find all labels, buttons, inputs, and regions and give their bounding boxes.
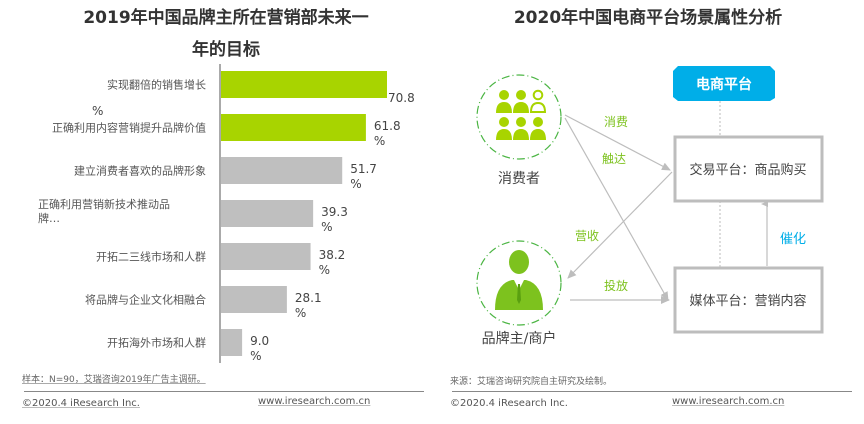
- place-label: 投放: [604, 278, 628, 293]
- category-label-2: 正确利用内容营销提升品牌价值: [52, 121, 206, 135]
- platform-header-label: 电商平台: [696, 76, 752, 93]
- right-panel: 2020年中国电商平台场景属性分析 电商平台 交易平台：商品购买 媒体平台：营销…: [432, 0, 864, 424]
- value-label-4: 39.3%: [321, 205, 348, 234]
- bar-7: [221, 329, 243, 356]
- value-label-2: 61.8%: [374, 119, 401, 148]
- consumer-node: 消费者: [476, 74, 562, 187]
- bar-1: [221, 71, 387, 98]
- category-label-5: 开拓二三线市场和人群: [96, 250, 206, 264]
- left-panel: 2019年中国品牌主所在营销部未来一 年的目标 实现翻倍的销售增长 70.8% 正确…: [22, 8, 424, 409]
- people-group-icon: [496, 89, 547, 140]
- media-platform-box: 媒体平台：营销内容: [673, 266, 824, 334]
- businessman-icon: [495, 250, 543, 310]
- category-label-6: 将品牌与企业文化相融合: [85, 293, 206, 307]
- consume-arrow: [564, 114, 671, 171]
- diagram-title: 2020年中国电商平台场景属性分析: [513, 8, 783, 28]
- brand-label: 品牌主/商户: [482, 330, 557, 347]
- revenue-arrow: [567, 171, 673, 279]
- website-link[interactable]: www.iresearch.com.cn: [258, 396, 371, 407]
- category-label-7: 开拓海外市场和人群: [107, 336, 206, 350]
- category-label-3: 建立消费者喜欢的品牌形象: [74, 164, 206, 178]
- category-label-1: 实现翻倍的销售增长: [107, 78, 206, 92]
- source-note: 来源：艾瑞咨询研究院自主研究及绘制。: [450, 377, 613, 387]
- value-label-5: 38.2%: [319, 248, 346, 277]
- bar-4: [221, 200, 314, 227]
- footer-divider: [452, 391, 852, 392]
- platform-header: 电商平台: [673, 66, 775, 101]
- consumer-label: 消费者: [498, 171, 540, 187]
- chart-title-line-1: 2019年中国品牌主所在营销部未来一: [83, 8, 369, 28]
- bar-3: [221, 157, 343, 184]
- media-platform-label: 媒体平台：营销内容: [689, 293, 806, 309]
- bar-5: [221, 243, 311, 270]
- bar-2: [221, 114, 366, 141]
- value-label-6: 28.1%: [295, 291, 322, 320]
- copyright-text: ©2020.4 iResearch Inc.: [450, 398, 568, 409]
- consume-label: 消费: [604, 115, 628, 129]
- footer-divider: [24, 391, 424, 392]
- website-link[interactable]: www.iresearch.com.cn: [672, 396, 785, 407]
- trade-platform-label: 交易平台：商品购买: [689, 162, 806, 178]
- sample-note: 样本：N=90，艾瑞咨询2019年广告主调研。: [22, 375, 206, 385]
- reach-label: 触达: [602, 152, 626, 166]
- value-label-3: 51.7%: [350, 162, 377, 191]
- value-label-7: 9.0%: [250, 334, 269, 363]
- reach-arrow: [564, 117, 669, 301]
- value-label-1: 70.8%: [92, 91, 415, 118]
- bar-6: [221, 286, 287, 313]
- brand-node: 品牌主/商户: [476, 240, 562, 347]
- revenue-label: 营收: [575, 229, 599, 243]
- chart-title-line-2: 年的目标: [192, 40, 260, 60]
- catalyze-label: 催化: [780, 232, 806, 247]
- trade-platform-box: 交易平台：商品购买: [673, 135, 824, 203]
- copyright-text: ©2020.4 iResearch Inc.: [22, 398, 140, 409]
- category-label-4: 正确利用营销新技术推动品牌…: [38, 197, 170, 225]
- ecommerce-diagram: 电商平台 交易平台：商品购买 媒体平台：营销内容 催化: [476, 66, 824, 347]
